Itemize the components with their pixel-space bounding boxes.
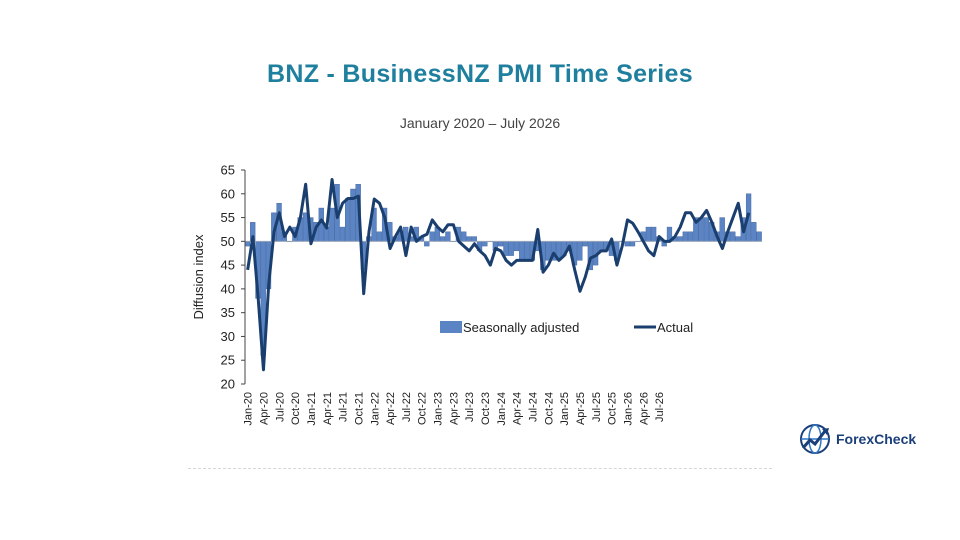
x-tick-label-Oct-22: Oct-22: [417, 392, 429, 425]
bar-35: [429, 231, 435, 242]
x-tick-label-Oct-23: Oct-23: [480, 392, 492, 425]
bar-45: [482, 241, 488, 247]
x-tick-label-Jan-20: Jan-20: [243, 392, 255, 426]
bar-97: [756, 231, 762, 242]
legend-bar-swatch: [440, 321, 462, 333]
bar-96: [751, 222, 757, 242]
y-tick-label-20: 20: [221, 377, 235, 392]
legend: Seasonally adjusted Actual: [440, 320, 693, 335]
y-tick-label-35: 35: [221, 305, 235, 320]
bar-16: [329, 207, 335, 242]
bar-57: [545, 241, 551, 261]
y-tick-label-65: 65: [221, 163, 235, 178]
bar-84: [687, 231, 694, 242]
actual-line: [246, 178, 751, 372]
y-tick-label-55: 55: [221, 210, 235, 225]
x-tick-label-Jan-25: Jan-25: [559, 392, 571, 426]
bar-72: [624, 241, 630, 247]
y-tick-label-60: 60: [221, 186, 235, 201]
x-tick-label-Apr-20: Apr-20: [258, 392, 270, 425]
x-tick-label-Jul-26: Jul-26: [654, 392, 666, 422]
divider: [188, 468, 772, 469]
bar-51: [513, 241, 520, 252]
forexcheck-globe-chart-icon: [800, 424, 830, 454]
x-tick-label-Jan-26: Jan-26: [622, 392, 634, 426]
bar-73: [629, 241, 636, 247]
bar-48: [498, 241, 504, 247]
bar-92: [730, 231, 736, 242]
x-tick-label-Apr-23: Apr-23: [448, 392, 460, 425]
x-tick-label-Jan-24: Jan-24: [496, 392, 508, 426]
x-tick-label-Apr-26: Apr-26: [638, 392, 650, 425]
bar-82: [677, 236, 683, 242]
bar-52: [519, 241, 525, 261]
logo-text: ForexCheck: [836, 431, 917, 447]
bar-76: [645, 226, 651, 242]
x-tick-label-Apr-25: Apr-25: [575, 392, 587, 425]
bar-19: [345, 198, 351, 242]
bar-49: [503, 241, 509, 256]
bar-93: [735, 236, 741, 242]
bar-50: [508, 241, 514, 256]
x-tick-label-Jan-23: Jan-23: [433, 392, 445, 426]
x-tick-label-Jan-22: Jan-22: [369, 392, 381, 426]
chart-subtitle: January 2020 – July 2026: [399, 115, 561, 131]
x-axis-ticks: Jan-20 Apr-20 Jul-20 Oct-20 Jan-21 Apr-21 Jul-…: [243, 392, 666, 426]
bar-87: [703, 217, 710, 242]
bar-34: [424, 241, 430, 247]
bar-18: [339, 226, 346, 242]
y-tick-label-50: 50: [221, 234, 235, 249]
bar-0: [244, 241, 251, 247]
x-tick-label-Jul-20: Jul-20: [274, 392, 286, 422]
bar-41: [461, 231, 467, 242]
bar-90: [719, 217, 725, 242]
y-tick-label-30: 30: [221, 329, 235, 344]
bar-25: [376, 231, 382, 242]
bar-43: [471, 236, 477, 242]
bar-38: [445, 231, 451, 242]
x-tick-label-Jan-21: Jan-21: [306, 392, 318, 426]
legend-bar-label: Seasonally adjusted: [463, 320, 579, 335]
y-tick-label-25: 25: [221, 353, 235, 368]
bar-37: [439, 236, 446, 242]
x-tick-label-Jul-25: Jul-25: [591, 392, 603, 422]
x-tick-label-Jul-23: Jul-23: [464, 392, 476, 422]
bar-77: [651, 226, 657, 242]
x-tick-label-Oct-21: Oct-21: [353, 392, 365, 425]
y-axis-ticks: 20 25 30 35 40 45 50 55 60 65: [221, 163, 245, 392]
x-tick-label-Jul-22: Jul-22: [401, 392, 413, 422]
bar-64: [582, 241, 588, 247]
x-tick-label-Jul-24: Jul-24: [528, 392, 540, 422]
x-tick-label-Jul-21: Jul-21: [338, 392, 350, 422]
x-tick-label-Apr-21: Apr-21: [322, 392, 334, 425]
bar-83: [682, 231, 688, 242]
x-tick-label-Apr-22: Apr-22: [385, 392, 397, 425]
x-tick-label-Apr-24: Apr-24: [512, 392, 524, 425]
y-tick-label-45: 45: [221, 258, 235, 273]
y-axis-title: Diffusion index: [191, 234, 206, 320]
x-tick-label-Oct-25: Oct-25: [607, 392, 619, 425]
bar-42: [466, 236, 472, 242]
legend-line-label: Actual: [657, 320, 693, 335]
x-tick-label-Oct-24: Oct-24: [543, 392, 555, 425]
forexcheck-logo[interactable]: ForexCheck: [798, 422, 916, 456]
y-tick-label-40: 40: [221, 281, 235, 296]
bar-53: [524, 241, 530, 261]
bar-63: [577, 241, 583, 261]
x-tick-label-Oct-20: Oct-20: [290, 392, 302, 425]
chart-title: BNZ - BusinessNZ PMI Time Series: [267, 60, 693, 88]
